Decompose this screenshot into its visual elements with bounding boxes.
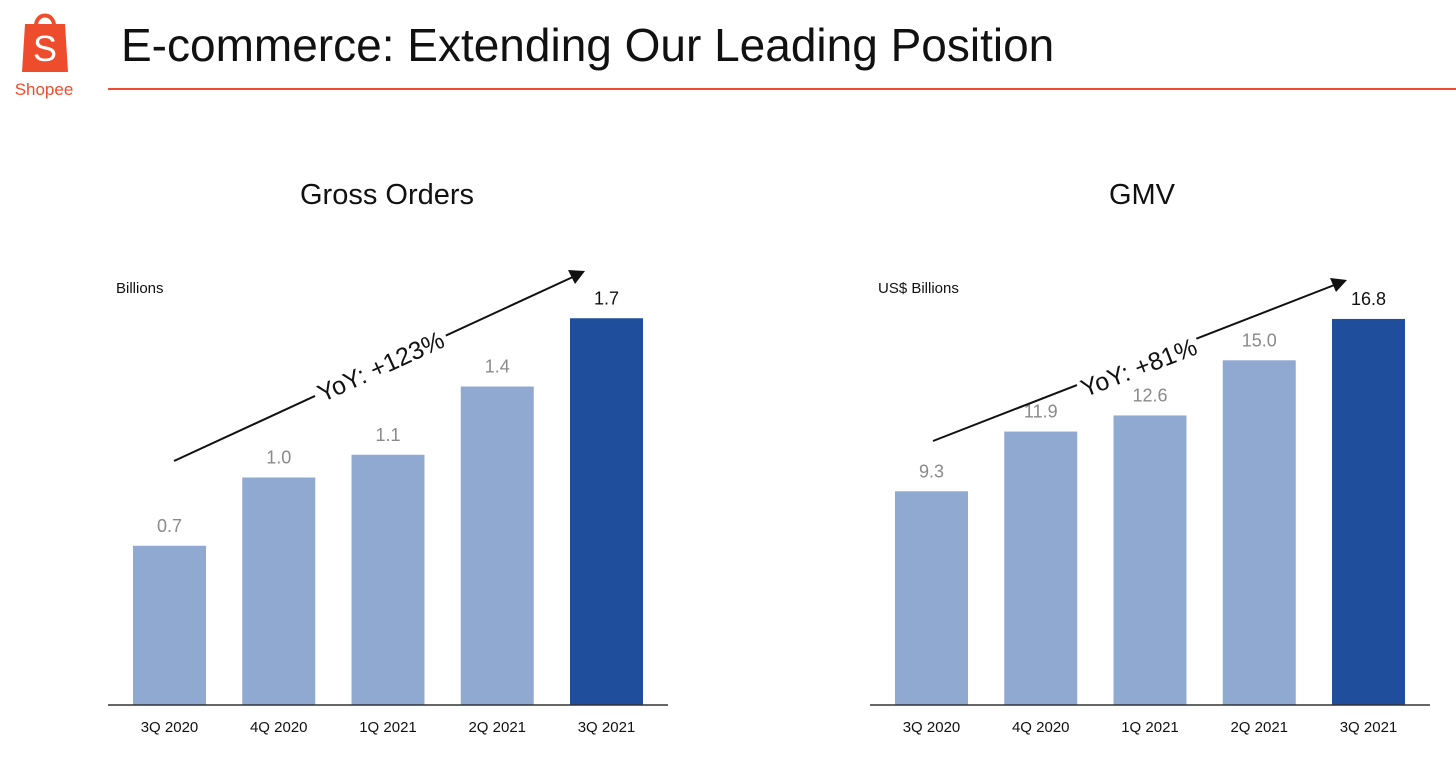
bar [1113, 415, 1187, 705]
tick-group: 3Q 2020 4Q 2020 1Q 2021 2Q 2021 3Q 2021 [903, 719, 1398, 736]
bar [133, 545, 206, 705]
tick-group: 3Q 2020 4Q 2020 1Q 2021 2Q 2021 3Q 2021 [141, 719, 636, 736]
x-tick-label: 1Q 2021 [1121, 719, 1179, 736]
gross-orders-chart: Gross Orders Billions 0.7 1.0 1.1 1.4 1.7 3Q… [108, 150, 668, 750]
logo-wordmark: Shopee [14, 80, 74, 99]
unit-label: US$ Billions [878, 280, 959, 297]
data-label: 1.7 [594, 288, 619, 308]
gross-orders-chart-svg: Gross Orders Billions 0.7 1.0 1.1 1.4 1.7 3Q… [108, 179, 668, 736]
yoy-annotation-wrap: YoY: +123% [307, 318, 453, 410]
data-label: 0.7 [157, 516, 182, 536]
shopee-logo: S Shopee [8, 6, 80, 99]
chart-title: GMV [1109, 179, 1176, 211]
chart-title: Gross Orders [300, 179, 474, 211]
data-label: 9.3 [919, 461, 944, 481]
bar [895, 491, 968, 705]
data-label: 1.4 [485, 357, 510, 377]
page-title: E-commerce: Extending Our Leading Positi… [121, 19, 1055, 71]
x-tick-label: 4Q 2020 [250, 719, 308, 736]
gmv-chart: GMV US$ Billions 9.3 11.9 12.6 15.0 16.8 3Q … [870, 150, 1430, 750]
arrowhead-icon [568, 270, 585, 284]
x-tick-label: 1Q 2021 [359, 719, 417, 736]
x-tick-label: 3Q 2020 [903, 719, 961, 736]
data-label: 11.9 [1024, 402, 1058, 422]
x-tick-label: 2Q 2021 [1230, 719, 1288, 736]
bar [351, 454, 425, 705]
arrowhead-icon [1330, 278, 1347, 292]
data-label: 16.8 [1351, 289, 1386, 309]
bar [1004, 431, 1078, 705]
bar [1332, 318, 1405, 705]
bar [460, 386, 534, 705]
yoy-annotation-bg [307, 318, 453, 410]
title-divider [108, 88, 1456, 90]
x-tick-label: 3Q 2021 [578, 719, 636, 736]
data-label: 1.1 [375, 425, 400, 445]
bar [242, 477, 316, 705]
logo-letter: S [33, 28, 57, 69]
bar [1222, 360, 1296, 705]
bar-group: 0.7 1.0 1.1 1.4 1.7 [133, 288, 643, 705]
data-label: 15.0 [1242, 330, 1277, 350]
gmv-chart-svg: GMV US$ Billions 9.3 11.9 12.6 15.0 16.8 3Q … [870, 179, 1430, 736]
yoy-annotation-bg [1072, 326, 1204, 405]
x-tick-label: 3Q 2020 [141, 719, 199, 736]
unit-label: Billions [116, 280, 164, 297]
data-label: 12.6 [1132, 385, 1167, 405]
bar [570, 318, 643, 705]
x-tick-label: 3Q 2021 [1340, 719, 1398, 736]
shopping-bag-icon: S [22, 13, 68, 72]
bar-group: 9.3 11.9 12.6 15.0 16.8 [895, 289, 1405, 705]
x-tick-label: 2Q 2021 [468, 719, 526, 736]
data-label: 1.0 [266, 448, 291, 468]
x-tick-label: 4Q 2020 [1012, 719, 1070, 736]
